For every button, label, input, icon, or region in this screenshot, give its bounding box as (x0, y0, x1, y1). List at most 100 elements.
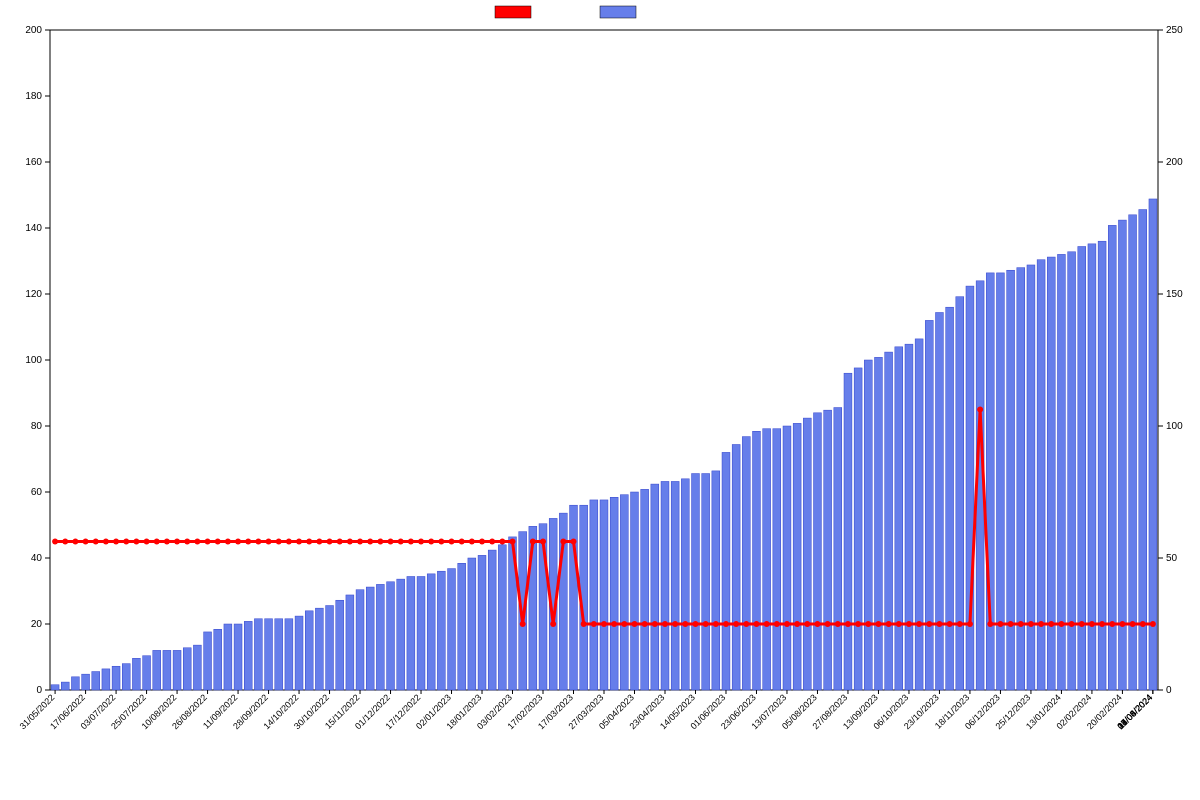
right-axis-tick-label: 200 (1166, 157, 1183, 168)
line-marker (540, 539, 546, 545)
left-axis-tick-label: 140 (25, 223, 42, 234)
bar (783, 426, 791, 690)
line-marker (753, 621, 759, 627)
bar (468, 558, 476, 690)
line-marker (1119, 621, 1125, 627)
line-marker (845, 621, 851, 627)
bar (92, 672, 100, 690)
left-axis-tick-label: 100 (25, 355, 42, 366)
line-marker (581, 621, 587, 627)
bar (376, 584, 384, 690)
bar (305, 611, 313, 690)
bar (946, 307, 954, 690)
bar (722, 452, 730, 690)
bar (387, 582, 395, 690)
right-axis-tick-label: 250 (1166, 25, 1183, 36)
bar (397, 579, 405, 690)
bar (651, 484, 659, 690)
bar (803, 418, 811, 690)
line-marker (906, 621, 912, 627)
line-marker (1130, 621, 1136, 627)
line-marker (682, 621, 688, 627)
line-marker (408, 539, 414, 545)
line-marker (489, 539, 495, 545)
bar (1129, 215, 1137, 690)
bar (51, 685, 59, 690)
bar (82, 674, 90, 690)
line-marker (1069, 621, 1075, 627)
bar (427, 574, 435, 690)
line-marker (337, 539, 343, 545)
line-marker (571, 539, 577, 545)
bar (814, 413, 822, 690)
bar (864, 360, 872, 690)
bar (692, 474, 700, 690)
bar (458, 563, 466, 690)
line-marker (367, 539, 373, 545)
bar (224, 624, 232, 690)
bar (742, 437, 750, 690)
line-marker (83, 539, 89, 545)
bar (905, 344, 913, 690)
line-marker (987, 621, 993, 627)
left-axis-tick-label: 40 (31, 553, 43, 564)
line-marker (154, 539, 160, 545)
right-axis-tick-label: 50 (1166, 553, 1178, 564)
bar (204, 632, 212, 690)
line-marker (865, 621, 871, 627)
line-marker (469, 539, 475, 545)
line-marker (550, 621, 556, 627)
line-marker (245, 539, 251, 545)
line-marker (123, 539, 129, 545)
line-marker (713, 621, 719, 627)
bar (570, 505, 578, 690)
left-axis-tick-label: 80 (31, 421, 43, 432)
line-marker (611, 621, 617, 627)
bar (600, 500, 608, 690)
line-marker (1048, 621, 1054, 627)
line-marker (825, 621, 831, 627)
line-marker (93, 539, 99, 545)
line-marker (804, 621, 810, 627)
line-marker (855, 621, 861, 627)
line-marker (194, 539, 200, 545)
legend-swatch (495, 6, 531, 18)
bar (895, 347, 903, 690)
bar (732, 444, 740, 690)
bar (885, 352, 893, 690)
bar (102, 669, 110, 690)
line-marker (184, 539, 190, 545)
line-marker (886, 621, 892, 627)
line-marker (306, 539, 312, 545)
left-axis-tick-label: 200 (25, 25, 42, 36)
line-marker (215, 539, 221, 545)
line-marker (113, 539, 119, 545)
line-marker (1140, 621, 1146, 627)
line-marker (377, 539, 383, 545)
line-marker (621, 621, 627, 627)
bar (702, 474, 710, 690)
bar (915, 339, 923, 690)
line-marker (784, 621, 790, 627)
right-axis-tick-label: 0 (1166, 685, 1172, 696)
bar (488, 550, 496, 690)
line-marker (225, 539, 231, 545)
bar (295, 616, 303, 690)
line-marker (296, 539, 302, 545)
line-marker (316, 539, 322, 545)
line-marker (835, 621, 841, 627)
line-marker (1018, 621, 1024, 627)
bar (407, 576, 415, 690)
line-marker (703, 621, 709, 627)
bar (834, 408, 842, 690)
line-marker (926, 621, 932, 627)
bar (590, 500, 598, 690)
bar (925, 320, 933, 690)
line-marker (72, 539, 78, 545)
line-marker (875, 621, 881, 627)
line-marker (1008, 621, 1014, 627)
bar (986, 273, 994, 690)
bar (661, 481, 669, 690)
bar (773, 429, 781, 690)
line-marker (692, 621, 698, 627)
